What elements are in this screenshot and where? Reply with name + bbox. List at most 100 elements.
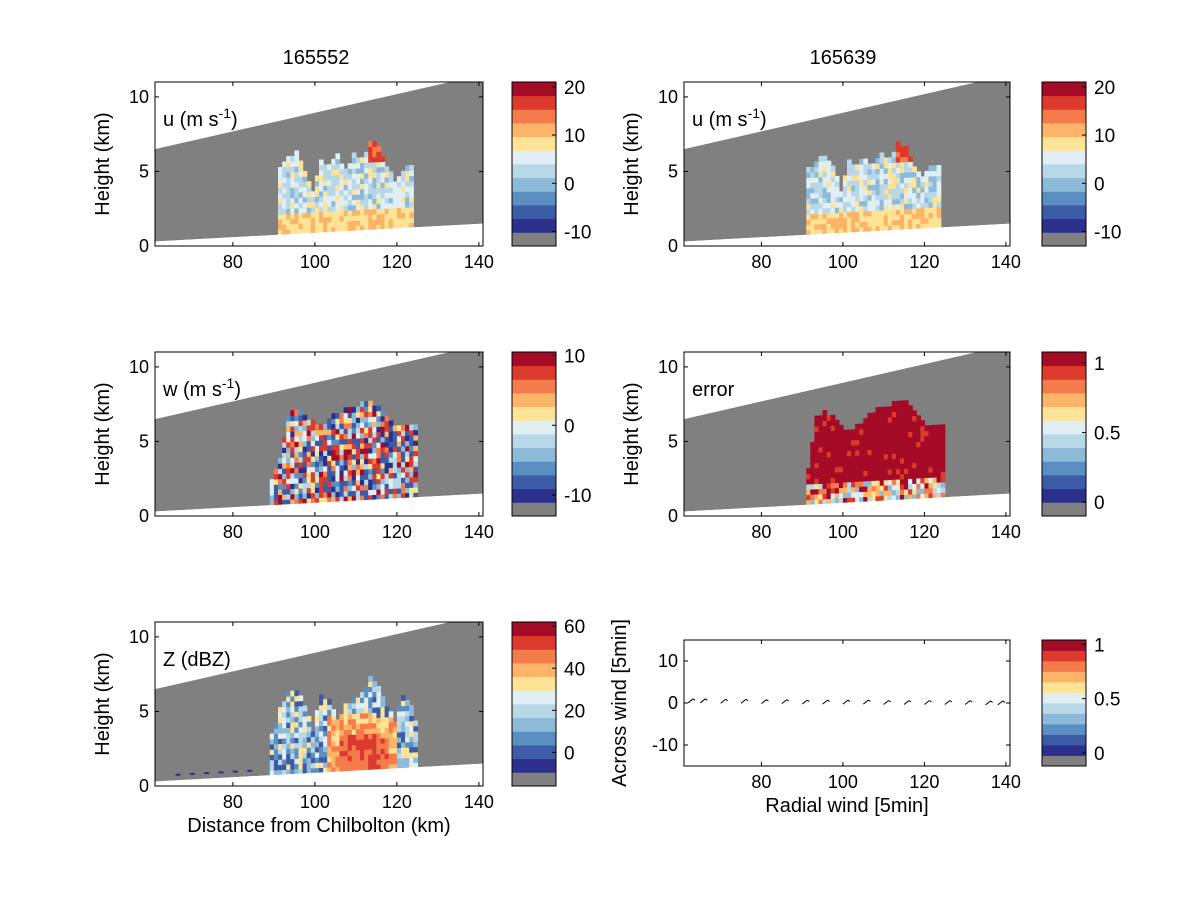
echo-cell [871,210,877,217]
echo-cell [940,492,946,498]
echo-cell [347,724,353,730]
echo-cell [392,223,398,230]
echo-cell [310,445,316,452]
echo-cell [834,191,840,198]
echo-cell [904,452,909,459]
echo-cell [855,226,860,233]
echo-cell [875,469,881,476]
echo-cell [859,174,864,181]
colorbar-swatch [512,475,556,490]
echo-cell [834,186,840,193]
echo-cell [278,764,283,771]
wind-arrow [699,698,706,704]
echo-cell [310,471,316,478]
echo-cell [360,225,365,231]
echo-cell [830,207,836,214]
echo-cell [355,406,361,413]
echo-cell [810,473,815,480]
echo-cell [376,182,382,189]
echo-cell [302,170,308,177]
echo-cell [859,211,864,217]
echo-cell [936,424,942,431]
echo-cell [282,717,287,723]
echo-cell [883,490,889,496]
echo-cell [822,223,828,230]
echo-cell [900,416,905,422]
echo-cell [327,423,332,430]
echo-cell [912,467,917,474]
echo-cell [409,424,414,431]
echo-cell [895,188,901,194]
echo-cell [376,748,382,755]
echo-cell [932,430,938,436]
echo-cell [286,177,291,183]
echo-cell [908,182,913,189]
echo-cell [405,487,410,494]
echo-cell [323,471,328,477]
echo-cell [278,224,283,231]
echo-cell [814,452,820,458]
echo-cell [314,487,320,493]
echo-cell [343,423,349,429]
echo-cell [290,415,295,422]
echo-cell [368,458,373,464]
echo-cell [331,221,336,228]
wind-arrow-head [704,698,708,701]
echo-cell [290,187,295,193]
echo-cell [290,176,295,183]
echo-cell [396,435,402,442]
echo-cell [339,475,345,482]
echo-cell [851,445,856,451]
echo-cell [822,171,828,178]
colorbar-swatch [1042,475,1086,490]
echo-cell [883,438,889,444]
echo-cell [891,219,897,226]
echo-cell [347,474,353,481]
echo-cell [883,225,889,232]
echo-cell [372,156,377,163]
echo-cell [319,429,324,436]
echo-cell [851,439,856,446]
echo-cell [900,151,905,158]
echo-cell [863,428,868,435]
echo-cell [883,474,889,481]
echo-cell [294,721,300,728]
echo-cell [376,483,382,490]
echo-cell [282,172,287,178]
echo-cell [339,459,345,466]
echo-cell [302,752,308,759]
echo-cell [339,454,345,461]
echo-cell [388,218,394,225]
echo-cell [368,489,373,496]
echo-cell [376,452,382,459]
echo-cell [351,427,357,434]
echo-cell [908,197,913,204]
echo-cell [405,726,410,732]
echo-cell [355,220,361,226]
echo-cell [904,468,909,474]
echo-cell [830,181,836,188]
echo-cell [302,181,308,188]
echo-cell [282,187,287,194]
echo-cell [855,216,860,223]
echo-cell [928,472,934,478]
echo-cell [879,406,885,413]
echo-cell [331,735,336,742]
echo-cell [851,481,856,488]
echo-cell [376,712,382,718]
echo-cell [302,736,308,743]
echo-cell [863,169,868,175]
echo-cell [916,171,921,178]
echo-cell [286,722,291,728]
echo-cell [294,747,300,754]
echo-cell [314,196,320,203]
echo-cell [372,484,377,490]
echo-cell [891,453,897,459]
echo-cell [282,198,287,204]
echo-cell [920,488,926,494]
echo-cell [298,176,304,183]
echo-cell [278,743,283,750]
echo-cell [895,411,901,417]
echo-cell [932,471,938,478]
